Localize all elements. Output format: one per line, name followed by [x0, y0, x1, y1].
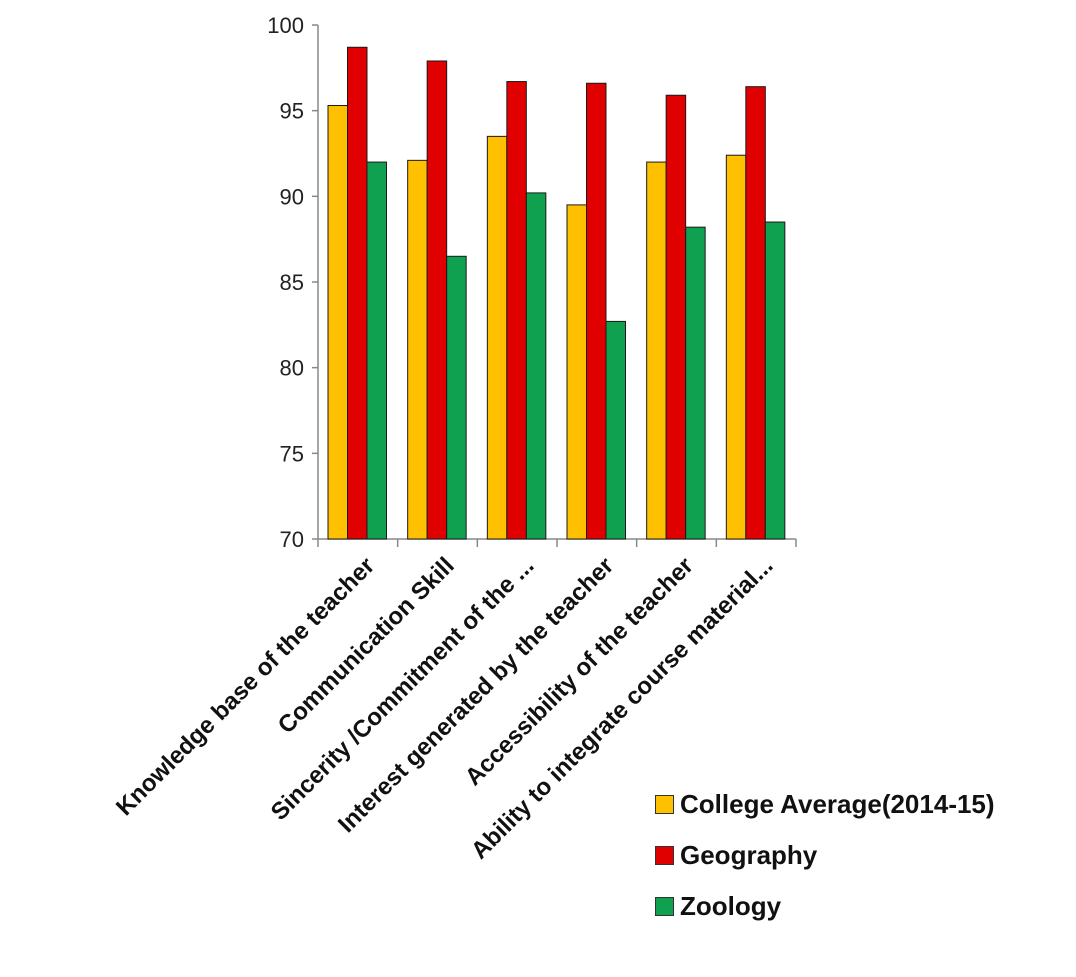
legend-swatch-college-average — [655, 794, 674, 814]
bar-zoology-1 — [446, 255, 467, 540]
bar-college-average-2014-15-2 — [486, 135, 508, 540]
y-tick-label: 95 — [280, 99, 304, 124]
bar-zoology-3 — [605, 320, 626, 540]
bar-college-average-2014-15-1 — [407, 159, 428, 540]
bar-college-average-2014-15-5 — [725, 154, 747, 540]
legend-swatch-zoology — [655, 896, 674, 916]
bar-geography-2 — [506, 81, 527, 540]
bar-geography-0 — [347, 46, 368, 540]
bars — [327, 46, 786, 540]
x-axis — [317, 538, 797, 547]
legend-swatch-geography — [655, 845, 674, 865]
y-tick-label: 70 — [280, 527, 304, 552]
legend-item-geography: Geography — [655, 831, 995, 879]
legend-label-college-average: College Average(2014-15) — [680, 788, 995, 819]
legend-item-zoology: Zoology — [655, 882, 995, 930]
y-tick-label: 100 — [267, 13, 304, 38]
bar-college-average-2014-15-3 — [566, 204, 587, 540]
bar-college-average-2014-15-4 — [646, 161, 667, 540]
bar-zoology-0 — [366, 161, 387, 540]
bar-geography-4 — [665, 94, 687, 540]
bar-zoology-5 — [764, 221, 786, 540]
legend: College Average(2014-15) Geography Zoolo… — [655, 780, 995, 933]
legend-label-geography: Geography — [680, 839, 818, 870]
y-tick-label: 80 — [280, 356, 304, 381]
bar-geography-5 — [745, 86, 766, 540]
y-tick-label: 85 — [280, 270, 304, 295]
legend-item-college-average: College Average(2014-15) — [655, 780, 995, 828]
bar-geography-1 — [426, 60, 448, 540]
y-tick-label: 90 — [280, 184, 304, 209]
legend-label-zoology: Zoology — [680, 890, 782, 921]
bar-college-average-2014-15-0 — [327, 105, 348, 540]
y-axis: 70 75 80 85 90 95 100 — [267, 13, 319, 552]
bar-zoology-4 — [685, 226, 706, 540]
bar-zoology-2 — [525, 192, 547, 540]
bar-geography-3 — [586, 82, 607, 540]
y-tick-label: 75 — [280, 441, 304, 466]
